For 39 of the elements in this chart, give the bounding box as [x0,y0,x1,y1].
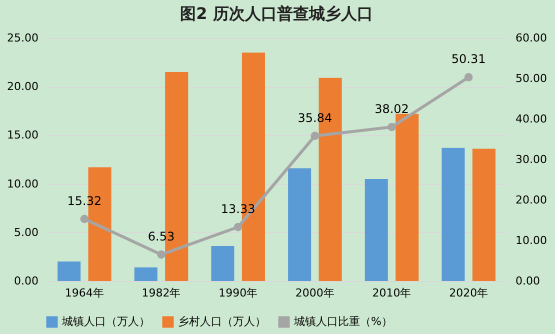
y2-tick-label: 20.00 [516,194,547,206]
y2-tick-label: 40.00 [516,112,547,126]
y-tick-label: 20.00 [7,80,38,94]
x-tick-label: 2010年 [372,286,412,300]
bar [211,246,234,281]
y-tick-label: 10.00 [7,177,38,190]
data-label: 50.31 [451,52,486,66]
bar [364,178,388,281]
x-tick-label: 2020年 [449,286,488,300]
point [234,222,242,232]
x-tick-label: 1982年 [142,286,181,300]
y-tick-label: 5.00 [14,226,38,239]
bar [134,267,158,281]
bar [396,114,419,281]
point [310,132,320,140]
y2-tick-label: 60.00 [516,32,547,44]
y2-tick-label: 50.00 [516,72,547,85]
legend-label: 乡村人口（万人） [178,315,266,328]
point [157,250,166,259]
bar [442,148,465,281]
point [80,214,89,224]
bar [288,168,312,281]
x-tick-label: 1990年 [218,286,258,300]
y2-tick-label: 0.00 [516,274,540,288]
data-label: 38.02 [374,102,409,116]
y-tick-label: 0.00 [14,274,38,288]
y2-tick-label: 10.00 [516,234,547,247]
y2-tick-label: 30.00 [516,153,547,166]
point [464,73,473,82]
x-tick-label: 2000年 [295,286,334,300]
bar [58,262,81,281]
y-tick-label: 15.00 [7,128,38,142]
y-tick-label: 25.00 [7,32,38,44]
bar [472,148,496,281]
legend-label: 城镇人口（万人） [61,315,150,328]
legend-label: 城镇人口比重（%） [293,315,392,328]
point [388,122,396,132]
chart-title: 图2 历次人口普查城乡人口 [180,4,373,23]
x-tick-label: 1964年 [64,286,104,300]
